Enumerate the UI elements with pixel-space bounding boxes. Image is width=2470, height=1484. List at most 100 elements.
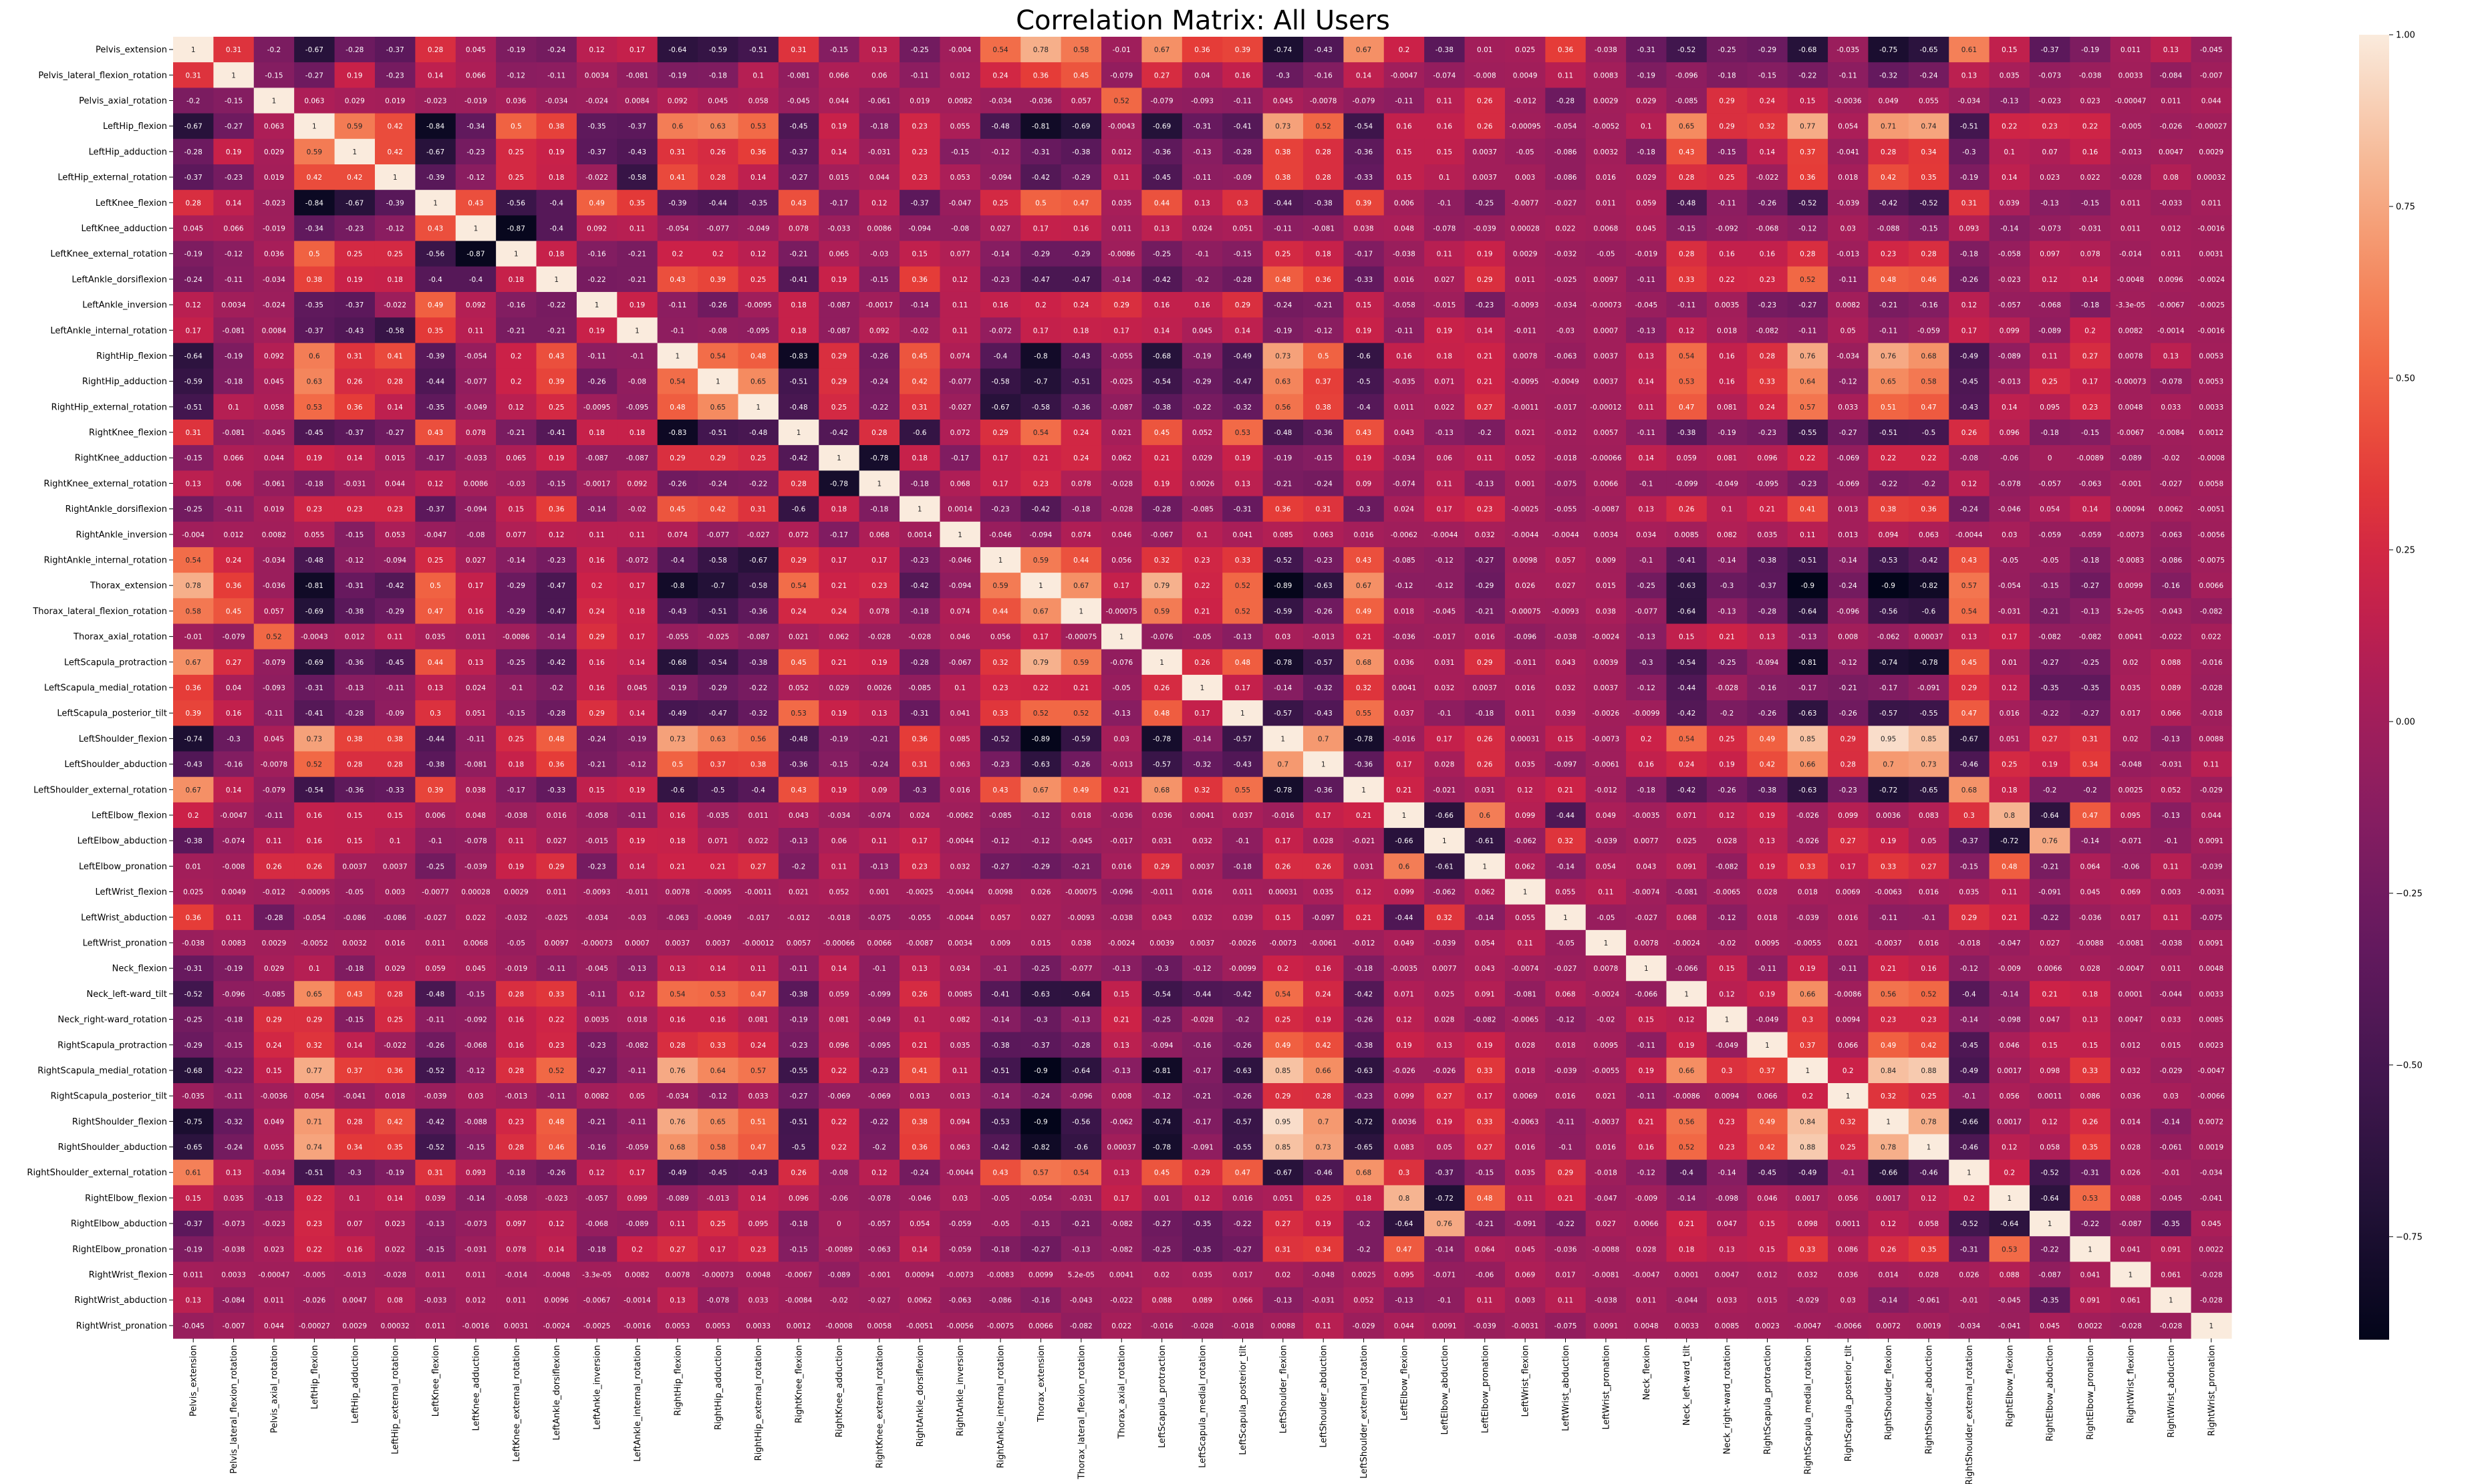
cell-value: -0.034 <box>263 276 285 284</box>
cell-value: -0.13 <box>2162 812 2180 820</box>
cell-value: 0.17 <box>1114 327 1129 335</box>
cell-value: 0.11 <box>1437 480 1452 488</box>
cell-value: 0.36 <box>226 582 242 590</box>
cell-value: 0.36 <box>347 404 363 412</box>
cell-value: 0.49 <box>1275 1042 1290 1050</box>
cell-value: -0.074 <box>223 837 245 845</box>
cell-value: -0.049 <box>1716 1042 1738 1050</box>
cell-value: -0.32 <box>749 710 767 718</box>
cell-value: 0.0072 <box>2199 1118 2223 1126</box>
cell-value: 0.032 <box>1555 684 1575 692</box>
cell-value: 0.006 <box>1394 199 1414 207</box>
cell-value: 0.53 <box>2082 1195 2098 1203</box>
cell-value: -0.0088 <box>1593 1245 1620 1253</box>
cell-value: -0.35 <box>588 123 606 131</box>
cell-value: 0.49 <box>1073 786 1089 794</box>
cell-value: 0.035 <box>224 1195 244 1203</box>
cell-value: -0.12 <box>1839 378 1857 386</box>
cell-value: -0.28 <box>265 914 283 922</box>
cell-value: -0.087 <box>1110 404 1133 412</box>
cell-value: -0.3 <box>1276 71 1290 80</box>
cell-value: 0.049 <box>264 1118 284 1126</box>
cell-value: -0.38 <box>1355 1042 1373 1050</box>
cell-value: -0.35 <box>305 301 323 309</box>
cell-value: 0.17 <box>1114 582 1129 590</box>
cell-value: 0.041 <box>950 710 970 718</box>
cell-value: -0.02 <box>2162 454 2180 462</box>
cell-value: -0.034 <box>1554 301 1577 309</box>
cell-value: 0.0014 <box>908 531 932 539</box>
cell-value: 0.57 <box>1800 404 1815 412</box>
cell-value: -0.038 <box>182 939 204 947</box>
cell-value: -0.55 <box>1919 710 1937 718</box>
cell-value: 0.15 <box>1558 735 1573 743</box>
cell-value: 0.25 <box>2002 761 2017 769</box>
cell-value: 0.0029 <box>504 889 529 897</box>
cell-value: 0.021 <box>789 633 809 641</box>
cell-value: -0.02 <box>1597 1016 1615 1024</box>
cell-value: -0.11 <box>1718 199 1736 207</box>
cell-value: -0.022 <box>585 174 608 182</box>
cell-value: -0.31 <box>1193 123 1211 131</box>
cell-value: -0.48 <box>789 404 807 412</box>
cell-value: -0.046 <box>949 557 972 565</box>
cell-value: -0.13 <box>2041 199 2059 207</box>
cell-value: -0.055 <box>1554 506 1577 514</box>
cell-value: -0.57 <box>1234 735 1252 743</box>
cell-value: 0.19 <box>509 863 524 871</box>
cell-value: 0.77 <box>307 1067 322 1075</box>
cell-value: 0.76 <box>670 1118 686 1126</box>
cell-value: 0.029 <box>264 965 284 973</box>
cell-value: 0.28 <box>347 761 362 769</box>
cell-value: -0.063 <box>868 1245 891 1253</box>
cell-value: -0.014 <box>2119 251 2142 259</box>
cell-value: 0.063 <box>304 97 324 105</box>
cell-value: 0.8 <box>1399 1195 1410 1203</box>
cell-value: 0.29 <box>1194 1169 1210 1177</box>
cell-value: 0.01 <box>1477 46 1492 54</box>
cell-value: 0.29 <box>1154 863 1170 871</box>
cell-value: -0.27 <box>2081 710 2099 718</box>
cell-value: -0.034 <box>989 97 1012 105</box>
cell-value: -0.0074 <box>1633 889 1660 897</box>
cell-value: 0.43 <box>1961 557 1977 565</box>
cell-value: -0.68 <box>184 1067 202 1075</box>
cell-value: 0.18 <box>791 327 806 335</box>
cell-value: -0.054 <box>1030 1195 1053 1203</box>
cell-value: 0.31 <box>347 352 362 360</box>
cell-value: 0.18 <box>549 174 564 182</box>
cell-value: -0.13 <box>1193 148 1211 156</box>
cell-value: 0.36 <box>1800 174 1816 182</box>
cell-value: 1 <box>1604 939 1609 947</box>
cell-value: -0.15 <box>225 1042 243 1050</box>
cell-value: -0.69 <box>305 659 323 667</box>
cell-value: -0.52 <box>991 735 1009 743</box>
cell-value: 0.064 <box>2080 863 2100 871</box>
cell-value: 0.099 <box>2000 327 2020 335</box>
cell-value: 0.34 <box>1315 1245 1331 1253</box>
cell-value: 0.28 <box>670 1042 685 1050</box>
cell-value: 0.036 <box>1152 812 1172 820</box>
cell-value: -0.038 <box>1110 914 1133 922</box>
cell-value: 0.0082 <box>625 1272 650 1280</box>
cell-value: -0.15 <box>1718 148 1736 156</box>
cell-value: 0.03 <box>952 1195 968 1203</box>
cell-value: -0.039 <box>424 1092 447 1100</box>
cell-value: -0.26 <box>1234 1092 1252 1100</box>
cell-value: 0.016 <box>1596 174 1616 182</box>
cell-value: 0.0029 <box>262 939 287 947</box>
cell-value: 0.016 <box>1919 939 1939 947</box>
cell-value: -0.11 <box>225 276 243 284</box>
cell-value: -0.094 <box>949 582 972 590</box>
cell-value: 0.21 <box>1881 965 1896 973</box>
cell-value: 0.027 <box>1596 1220 1616 1228</box>
cell-value: -0.8 <box>671 582 685 590</box>
cell-value: 0.16 <box>992 301 1008 309</box>
cell-value: -0.025 <box>1554 276 1577 284</box>
cell-value: -0.51 <box>1879 429 1897 437</box>
cell-value: -0.034 <box>1393 454 1415 462</box>
cell-value: 0.035 <box>2000 71 2020 80</box>
cell-value: -0.0008 <box>2198 454 2225 462</box>
cell-value: -0.65 <box>184 1144 202 1152</box>
cell-value: 0.13 <box>912 965 928 973</box>
